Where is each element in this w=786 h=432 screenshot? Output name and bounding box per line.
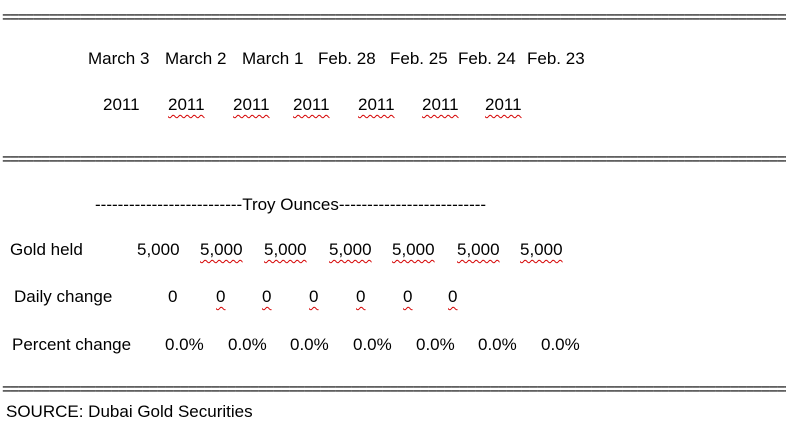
gold-held-value: 5,000	[200, 240, 243, 259]
gold-held-row: Gold held 5,000 5,000 5,000 5,000 5,000 …	[0, 239, 786, 261]
daily-change-value: 0	[448, 287, 458, 306]
separator-line-middle: ========================================…	[2, 151, 786, 168]
percent-change-value: 0.0%	[353, 335, 392, 354]
separator-line-top: ========================================…	[2, 9, 786, 26]
daily-change-value: 0	[216, 287, 226, 306]
year-header: 2011	[485, 95, 522, 114]
date-header: Feb. 25	[390, 49, 448, 68]
daily-change-value: 0	[168, 287, 178, 306]
units-divider-label: --------------------------Troy Ounces---…	[95, 195, 487, 214]
date-header-row: March 3 March 2 March 1 Feb. 28 Feb. 25 …	[0, 48, 786, 70]
row-label-gold-held: Gold held	[10, 240, 83, 259]
date-header: March 1	[242, 49, 304, 68]
year-header: 2011	[358, 95, 395, 114]
date-header: March 2	[165, 49, 227, 68]
date-header: Feb. 23	[527, 49, 585, 68]
gold-held-value: 5,000	[392, 240, 435, 259]
percent-change-value: 0.0%	[416, 335, 455, 354]
source-row: SOURCE: Dubai Gold Securities	[0, 401, 786, 423]
daily-change-row: Daily change 0 0 0 0 0 0 0	[0, 286, 786, 308]
gold-held-value: 5,000	[137, 240, 180, 259]
separator-line-bottom: ========================================…	[2, 381, 786, 398]
date-header: March 3	[88, 49, 150, 68]
date-header: Feb. 24	[458, 49, 516, 68]
year-header: 2011	[422, 95, 459, 114]
date-header: Feb. 28	[318, 49, 376, 68]
percent-change-value: 0.0%	[541, 335, 580, 354]
gold-held-value: 5,000	[457, 240, 500, 259]
year-header-row: 2011 2011 2011 2011 2011 2011 2011	[0, 94, 786, 116]
year-header: 2011	[168, 95, 205, 114]
percent-change-value: 0.0%	[290, 335, 329, 354]
gold-held-value: 5,000	[520, 240, 563, 259]
percent-change-value: 0.0%	[228, 335, 267, 354]
daily-change-value: 0	[262, 287, 272, 306]
daily-change-value: 0	[356, 287, 366, 306]
gold-held-value: 5,000	[264, 240, 307, 259]
year-header: 2011	[293, 95, 330, 114]
year-header: 2011	[233, 95, 270, 114]
row-label-percent-change: Percent change	[12, 335, 132, 354]
percent-change-value: 0.0%	[165, 335, 204, 354]
source-label: SOURCE: Dubai Gold Securities	[6, 402, 253, 421]
year-header: 2011	[103, 95, 140, 114]
row-label-daily-change: Daily change	[14, 287, 113, 306]
gold-held-value: 5,000	[329, 240, 372, 259]
daily-change-value: 0	[403, 287, 413, 306]
daily-change-value: 0	[309, 287, 319, 306]
percent-change-value: 0.0%	[478, 335, 517, 354]
units-divider-row: --------------------------Troy Ounces---…	[0, 194, 786, 216]
percent-change-row: Percent change 0.0% 0.0% 0.0% 0.0% 0.0% …	[0, 334, 786, 356]
